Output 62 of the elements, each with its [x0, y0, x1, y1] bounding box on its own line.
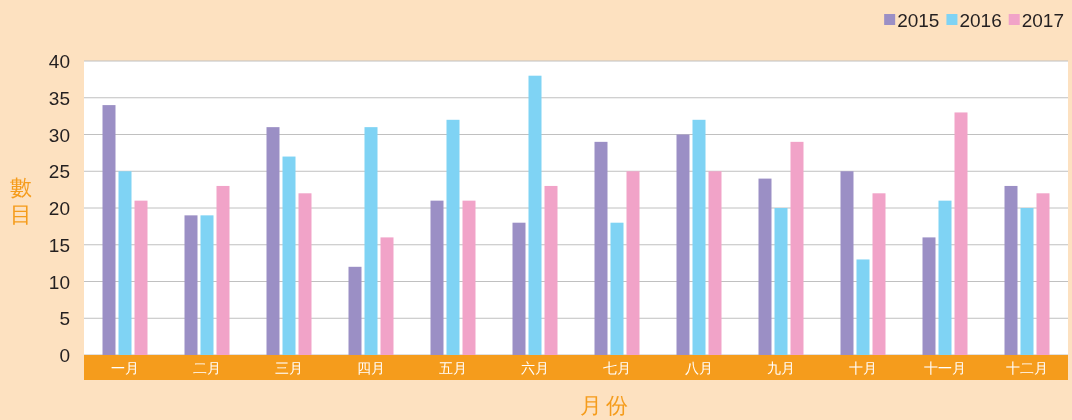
bar	[298, 193, 312, 355]
bar	[610, 222, 624, 355]
x-tick-label: 一月	[111, 360, 139, 376]
bar	[840, 171, 854, 355]
bar	[102, 105, 116, 355]
bar	[856, 259, 870, 355]
legend-label: 2016	[959, 10, 1002, 31]
bar	[922, 237, 936, 355]
bar	[626, 171, 640, 355]
bar	[134, 200, 148, 355]
bar	[184, 215, 198, 355]
bar	[512, 222, 526, 355]
bar	[216, 185, 230, 355]
y-tick-label: 35	[48, 87, 70, 109]
y-tick-label: 0	[59, 345, 70, 366]
bar	[462, 200, 476, 355]
x-tick-label: 九月	[767, 360, 795, 376]
bar	[774, 208, 788, 355]
bar	[266, 127, 280, 355]
bar	[380, 237, 394, 355]
bar	[446, 119, 460, 355]
x-tick-label: 四月	[357, 360, 385, 376]
bar	[1004, 185, 1018, 355]
y-tick-label: 15	[48, 234, 70, 256]
bar	[872, 193, 886, 355]
x-tick-label: 八月	[685, 360, 713, 376]
bar	[790, 141, 804, 355]
bar	[528, 75, 542, 355]
x-tick-label: 三月	[275, 360, 303, 376]
legend-label: 2015	[897, 10, 940, 31]
y-axis-title: 數目	[10, 175, 32, 227]
bar	[676, 134, 690, 355]
bar	[430, 200, 444, 355]
bar	[282, 156, 296, 355]
bar	[1020, 208, 1034, 355]
bar	[594, 141, 608, 355]
x-tick-label: 十月	[849, 360, 877, 376]
x-axis-title: 月份	[580, 393, 632, 418]
x-tick-label: 五月	[439, 360, 467, 376]
x-tick-label: 六月	[521, 360, 549, 376]
x-tick-label: 二月	[193, 360, 221, 376]
bar	[692, 119, 706, 355]
y-tick-label: 20	[48, 198, 70, 219]
x-tick-label: 十一月	[924, 360, 966, 376]
bar	[938, 200, 952, 355]
bar	[200, 215, 214, 355]
bar	[544, 185, 558, 355]
bar	[954, 112, 968, 355]
y-tick-label: 40	[48, 51, 70, 72]
bar	[364, 127, 378, 355]
y-tick-label: 30	[48, 124, 70, 146]
bar	[1036, 193, 1050, 355]
x-tick-label: 七月	[603, 360, 631, 376]
y-tick-label: 25	[48, 161, 70, 183]
legend-label: 2017	[1021, 10, 1064, 31]
bar	[708, 171, 722, 355]
bar	[118, 171, 132, 355]
x-tick-label: 十二月	[1006, 360, 1048, 376]
bar	[758, 178, 772, 355]
y-tick-label: 5	[59, 308, 70, 330]
bar	[348, 266, 362, 355]
y-tick-label: 10	[48, 271, 70, 293]
